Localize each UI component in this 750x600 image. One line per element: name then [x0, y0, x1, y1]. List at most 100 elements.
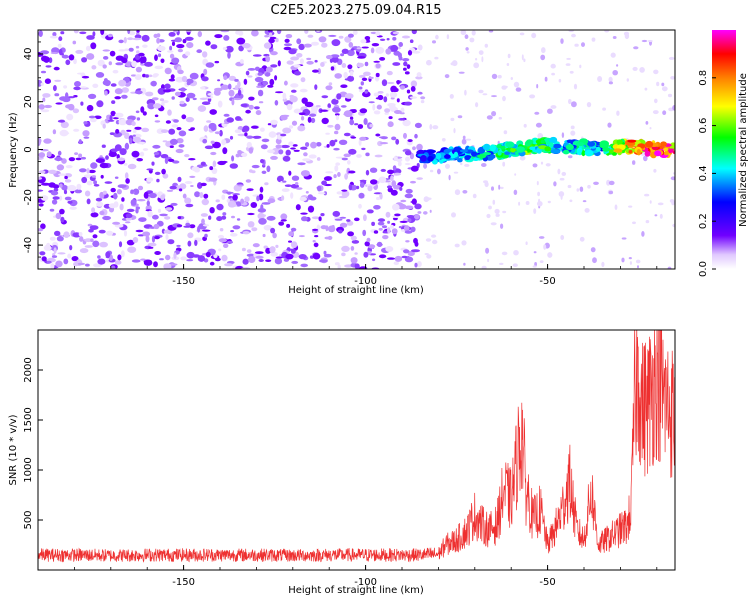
spectrogram-noise-blob [358, 89, 364, 93]
spectrogram-signal-blob [549, 142, 554, 148]
spectrogram-noise-blob [44, 78, 52, 84]
spectrogram-noise-blob [334, 262, 340, 266]
spectrogram-signal-blob [549, 136, 558, 144]
spectrogram-noise-blob [304, 101, 314, 108]
spectrogram-noise-blob [275, 244, 279, 248]
spectrogram-noise-blob [464, 89, 467, 96]
spectrogram-noise-blob [201, 229, 211, 232]
spectrogram-noise-blob [69, 206, 77, 210]
spectrogram-x-ticks: -150 -100 -50 [37, 264, 658, 287]
spectrogram-noise-blob [114, 260, 122, 265]
spectrogram-noise-blob [535, 122, 542, 128]
spectrogram-noise-blob [174, 91, 181, 97]
spectrogram-noise-blob [561, 132, 565, 138]
spectrogram-noise-blob [386, 70, 393, 76]
spectrogram-noise-blob [194, 239, 198, 246]
spectrogram-noise-blob [231, 155, 235, 162]
spectrogram-noise-blob [626, 78, 629, 82]
spectrogram-noise-blob [209, 109, 217, 115]
spectrogram-noise-blob [131, 121, 136, 126]
spectrogram-noise-blob [251, 164, 260, 169]
spectrogram-noise-blob [414, 262, 418, 268]
spectrogram-noise-blob [74, 152, 79, 156]
spectrogram-noise-blob [102, 49, 111, 52]
spectrogram-noise-blob [482, 93, 488, 96]
spectrogram-noise-blob [205, 62, 215, 68]
spectrogram-noise-blob [63, 189, 68, 195]
spectrogram-noise-blob [134, 34, 142, 39]
spectrogram-noise-blob [534, 111, 540, 115]
spectrogram-noise-blob [38, 30, 43, 37]
spectrogram-noise-blob [160, 194, 166, 201]
spectrogram-noise-blob [333, 174, 337, 179]
spectrogram-noise-blob [429, 209, 432, 213]
spectrogram-noise-blob [307, 205, 315, 213]
spectrogram-noise-blob [410, 180, 416, 184]
spectrogram-noise-blob [169, 53, 175, 59]
spectrogram-noise-blob [67, 184, 77, 192]
spectrogram-noise-blob [114, 224, 124, 228]
spectrogram-noise-blob [367, 185, 373, 192]
spectrogram-noise-blob [126, 208, 135, 212]
spectrogram-noise-blob [481, 265, 487, 269]
spectrogram-noise-blob [394, 88, 399, 92]
spectrogram-noise-blob [80, 156, 86, 160]
spectrogram-noise-blob [233, 96, 239, 99]
spectrogram-noise-blob [641, 39, 648, 43]
spectrogram-noise-blob [460, 30, 467, 36]
spectrogram-noise-blob [151, 235, 156, 243]
spectrogram-noise-blob [469, 37, 475, 43]
spectrogram-noise-blob [90, 212, 99, 218]
spectrogram-noise-blob [55, 102, 63, 105]
spectrogram-noise-blob [410, 226, 416, 233]
spectrogram-noise-blob [117, 254, 122, 261]
spectrogram-noise-blob [185, 97, 190, 102]
spectrogram-noise-blob [166, 189, 174, 192]
spectrogram-noise-blob [344, 78, 352, 81]
spectrogram-noise-blob [65, 179, 72, 183]
spectrogram-noise-blob [121, 87, 129, 93]
spectrogram-noise-blob [97, 255, 101, 259]
spectrogram-noise-blob [307, 34, 314, 38]
spectrogram-noise-blob [388, 116, 393, 120]
spectrogram-noise-blob [525, 241, 528, 245]
spectrogram-noise-blob [643, 155, 648, 162]
spectrogram-noise-blob [201, 101, 211, 105]
spectrogram-noise-blob [178, 130, 187, 137]
spectrogram-noise-blob [434, 56, 439, 60]
spectrogram-noise-blob [237, 184, 244, 187]
spectrogram-noise-blob [316, 157, 321, 161]
spectrogram-noise-blob [536, 181, 539, 186]
spectrogram-noise-blob [403, 225, 410, 232]
spectrogram-signal-blob [457, 158, 463, 163]
spectrogram-noise-blob [532, 265, 537, 268]
spectrogram-noise-blob [83, 136, 90, 139]
snr-x-tick-label: -150 [172, 577, 195, 588]
snr-x-tick-label: -100 [354, 577, 377, 588]
spectrogram-noise-blob [89, 225, 99, 231]
spectrogram-noise-blob [649, 127, 652, 130]
spectrogram-noise-blob [90, 42, 97, 50]
spectrogram-noise-blob [536, 84, 539, 89]
spectrogram-noise-blob [132, 130, 137, 134]
spectrogram-signal-blob [576, 147, 583, 154]
spectrogram-noise-blob [632, 160, 636, 165]
spectrogram-noise-blob [177, 69, 184, 75]
spectrogram-noise-blob [210, 140, 215, 144]
spectrogram-noise-blob [389, 104, 396, 111]
spectrogram-noise-blob [246, 253, 256, 257]
spectrogram-noise-blob [141, 127, 150, 133]
spectrogram-noise-blob [205, 251, 211, 258]
spectrogram-noise-blob [109, 114, 113, 122]
spectrogram-noise-blob [167, 239, 175, 245]
spectrogram-noise-blob [290, 227, 297, 232]
spectrogram-noise-blob [329, 139, 336, 147]
spectrogram-noise-blob [157, 208, 162, 213]
spectrogram-noise-blob [529, 94, 536, 99]
spectrogram-noise-blob [379, 57, 386, 61]
spectrogram-noise-blob [331, 98, 339, 105]
spectrogram-noise-blob [376, 196, 381, 201]
spectrogram-noise-blob [242, 128, 246, 133]
spectrogram-noise-blob [216, 216, 223, 222]
spectrogram-noise-blob [60, 31, 65, 35]
